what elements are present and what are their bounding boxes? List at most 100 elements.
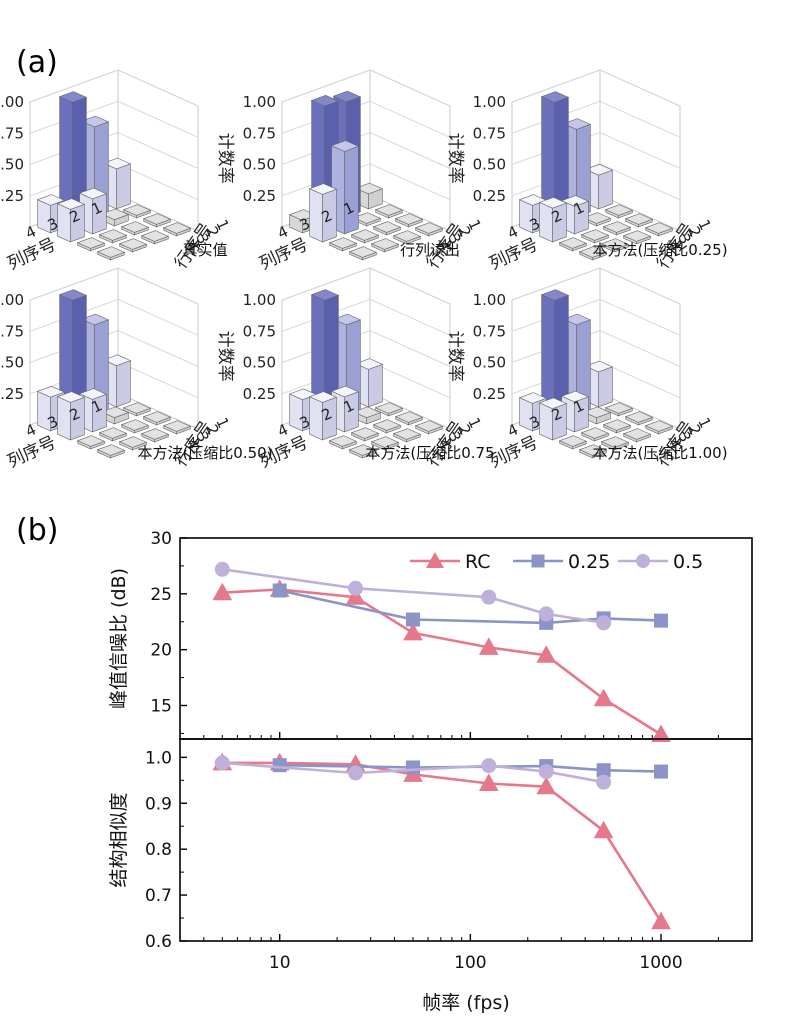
triangle-marker — [593, 820, 614, 839]
bar-face-top — [602, 221, 632, 233]
bar-col1-row2 — [604, 204, 634, 219]
bar-face-top — [142, 411, 172, 423]
z-gridline — [29, 267, 199, 305]
bar-face-side — [116, 360, 131, 408]
bar-face-top — [36, 194, 66, 206]
bar-face-top — [538, 397, 568, 410]
y-tick-label: 15 — [150, 697, 172, 717]
bar-col4-row4 — [578, 444, 608, 459]
col-tick-label: 4 — [23, 420, 39, 440]
square-marker — [654, 613, 669, 628]
legend-item-0_25: 0.25 — [513, 551, 610, 573]
bar-face-top — [560, 195, 590, 207]
bar-col1-row3 — [142, 213, 172, 228]
bar-col4-row3 — [76, 435, 106, 450]
circle-marker — [481, 758, 497, 774]
z-tick-label: 1.00 — [0, 291, 24, 309]
bar-col1-row2 — [604, 402, 634, 417]
bar-face-top — [644, 420, 674, 432]
panel-b-line-charts: 15 20 25 30 峰值信噪比 (dB) RC 0.25 0.5 0.6 0.7 0.8 0.9 1… — [108, 529, 753, 1014]
bar-col4-row2 — [56, 198, 86, 243]
bar-face-top — [540, 91, 570, 103]
triangle-marker — [593, 688, 614, 707]
z-tick-label: 0.50 — [473, 354, 506, 372]
bar-face-top — [414, 222, 444, 234]
bar-col3-row3 — [98, 427, 128, 442]
bar-face-side — [344, 145, 359, 235]
circle-marker — [214, 755, 230, 771]
z-gridline — [511, 267, 681, 305]
bar-face-top — [622, 230, 652, 242]
bar-face-top — [140, 230, 170, 242]
triangle-marker — [651, 911, 671, 930]
z-tick-label: 0.50 — [0, 156, 24, 174]
series-RC — [212, 579, 671, 742]
bar-col1-row2 — [122, 402, 152, 417]
bar-col4-row2 — [308, 391, 338, 441]
z-tick-label: 0.25 — [0, 187, 24, 205]
square-marker — [654, 764, 669, 779]
bar-face-top — [120, 221, 150, 233]
legend-item-0_5: 0.5 — [618, 551, 703, 573]
y-tick-label: 20 — [150, 641, 172, 661]
line-chart-psnr: 15 20 25 30 峰值信噪比 (dB) RC 0.25 0.5 — [108, 529, 753, 742]
bar-col3-row1 — [540, 91, 570, 226]
bar-col1-row4 — [414, 222, 444, 237]
bar-face-top — [392, 428, 422, 440]
z-tick-label: 1.00 — [243, 291, 276, 309]
bar-face-top — [96, 246, 126, 258]
subplot-caption: 本方法(压缩比0.25) — [592, 241, 727, 259]
legend-item-RC: RC — [410, 551, 491, 573]
bar-face-top — [372, 221, 402, 233]
z-tick-label: 0.50 — [243, 354, 276, 372]
x-tick-label: 10 — [269, 953, 291, 973]
circle-marker — [596, 615, 612, 631]
series-line — [222, 588, 662, 736]
bar-col1-row4 — [644, 222, 674, 237]
circle-marker — [348, 580, 364, 596]
bar-face-top — [56, 391, 86, 403]
circle-marker — [538, 764, 554, 780]
subplot-caption: 行列读出 — [400, 241, 460, 259]
bar-face-top — [78, 388, 108, 400]
bar-col1-row2 — [122, 204, 152, 219]
bar-col4-row4 — [578, 246, 608, 261]
bar-face-side — [598, 366, 613, 408]
col-tick-label: 4 — [275, 222, 291, 242]
bar-face-top — [394, 213, 424, 225]
bar3d-subplot-4: 0.250.500.751.00计数率43211234列序号行序号本方法(压缩比… — [0, 267, 273, 472]
z-tick-label: 0.25 — [473, 385, 506, 403]
bar-face-top — [96, 444, 126, 456]
z-tick-label: 0.50 — [0, 354, 24, 372]
bar-col4-row4 — [96, 444, 126, 459]
z-gridline — [281, 69, 451, 107]
bar-face-top — [604, 204, 634, 216]
bar-col3-row4 — [370, 436, 400, 451]
y-tick-label: 0.8 — [145, 840, 172, 860]
bar-face-top — [162, 222, 192, 234]
col-tick-label: 4 — [275, 420, 291, 440]
bar-col1-row4 — [644, 420, 674, 435]
subplot-caption: 本方法(压缩比1.00) — [592, 444, 727, 462]
series-0_25 — [272, 758, 669, 779]
z-tick-label: 0.50 — [243, 156, 276, 174]
bar-col4-row3 — [328, 237, 358, 252]
bar-col1-row4 — [414, 420, 444, 435]
bar-face-top — [580, 229, 610, 241]
bar-face-top — [392, 230, 422, 242]
bar-col3-row1 — [310, 289, 340, 424]
y-tick-label: 0.6 — [145, 932, 172, 952]
bar-col3-row3 — [580, 427, 610, 442]
bar-face-top — [58, 91, 88, 103]
bar-col1-row2 — [374, 402, 404, 417]
triangle-marker — [478, 773, 499, 791]
bar-face-top — [370, 436, 400, 448]
bar-face-top — [142, 213, 172, 225]
triangle-marker — [403, 622, 423, 641]
z-tick-label: 0.50 — [473, 156, 506, 174]
triangle-marker — [536, 776, 557, 795]
subplot-caption: 本方法(压缩比0.50) — [137, 444, 272, 462]
bar-face-top — [374, 204, 404, 216]
